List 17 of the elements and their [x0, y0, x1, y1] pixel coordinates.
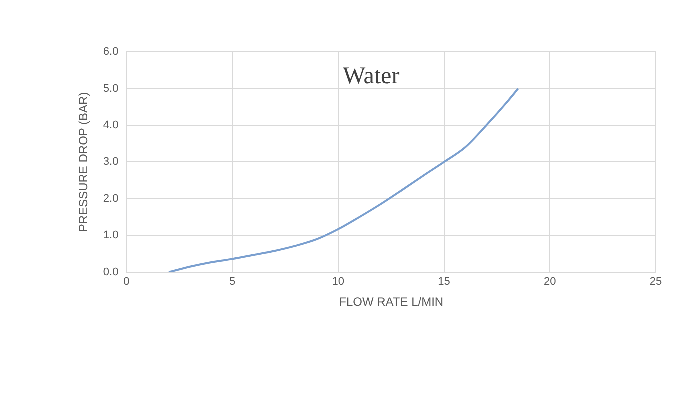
y-axis-title: PRESSURE DROP (BAR) — [76, 92, 91, 232]
line-series — [168, 88, 520, 272]
y-tick-label: 4.0 — [103, 120, 119, 132]
x-tick-label: 25 — [650, 276, 662, 288]
y-tick-label: 6.0 — [103, 46, 119, 58]
x-axis-title: FLOW RATE L/MIN — [339, 295, 444, 310]
y-tick-label: 5.0 — [103, 82, 119, 95]
x-tick-label: 10 — [332, 276, 345, 288]
y-tick-label: 3.0 — [103, 156, 119, 168]
text: Water — [342, 63, 400, 90]
y-tick-label: 2.0 — [103, 192, 119, 205]
x-tick-label: 20 — [544, 276, 556, 288]
x-tick-label: 15 — [438, 276, 450, 288]
y-tick-label: 1.0 — [103, 230, 119, 242]
x-tick-label: 5 — [229, 276, 236, 288]
y-tick-label: 0.0 — [103, 266, 119, 278]
x-tick-label: 0 — [124, 276, 130, 288]
